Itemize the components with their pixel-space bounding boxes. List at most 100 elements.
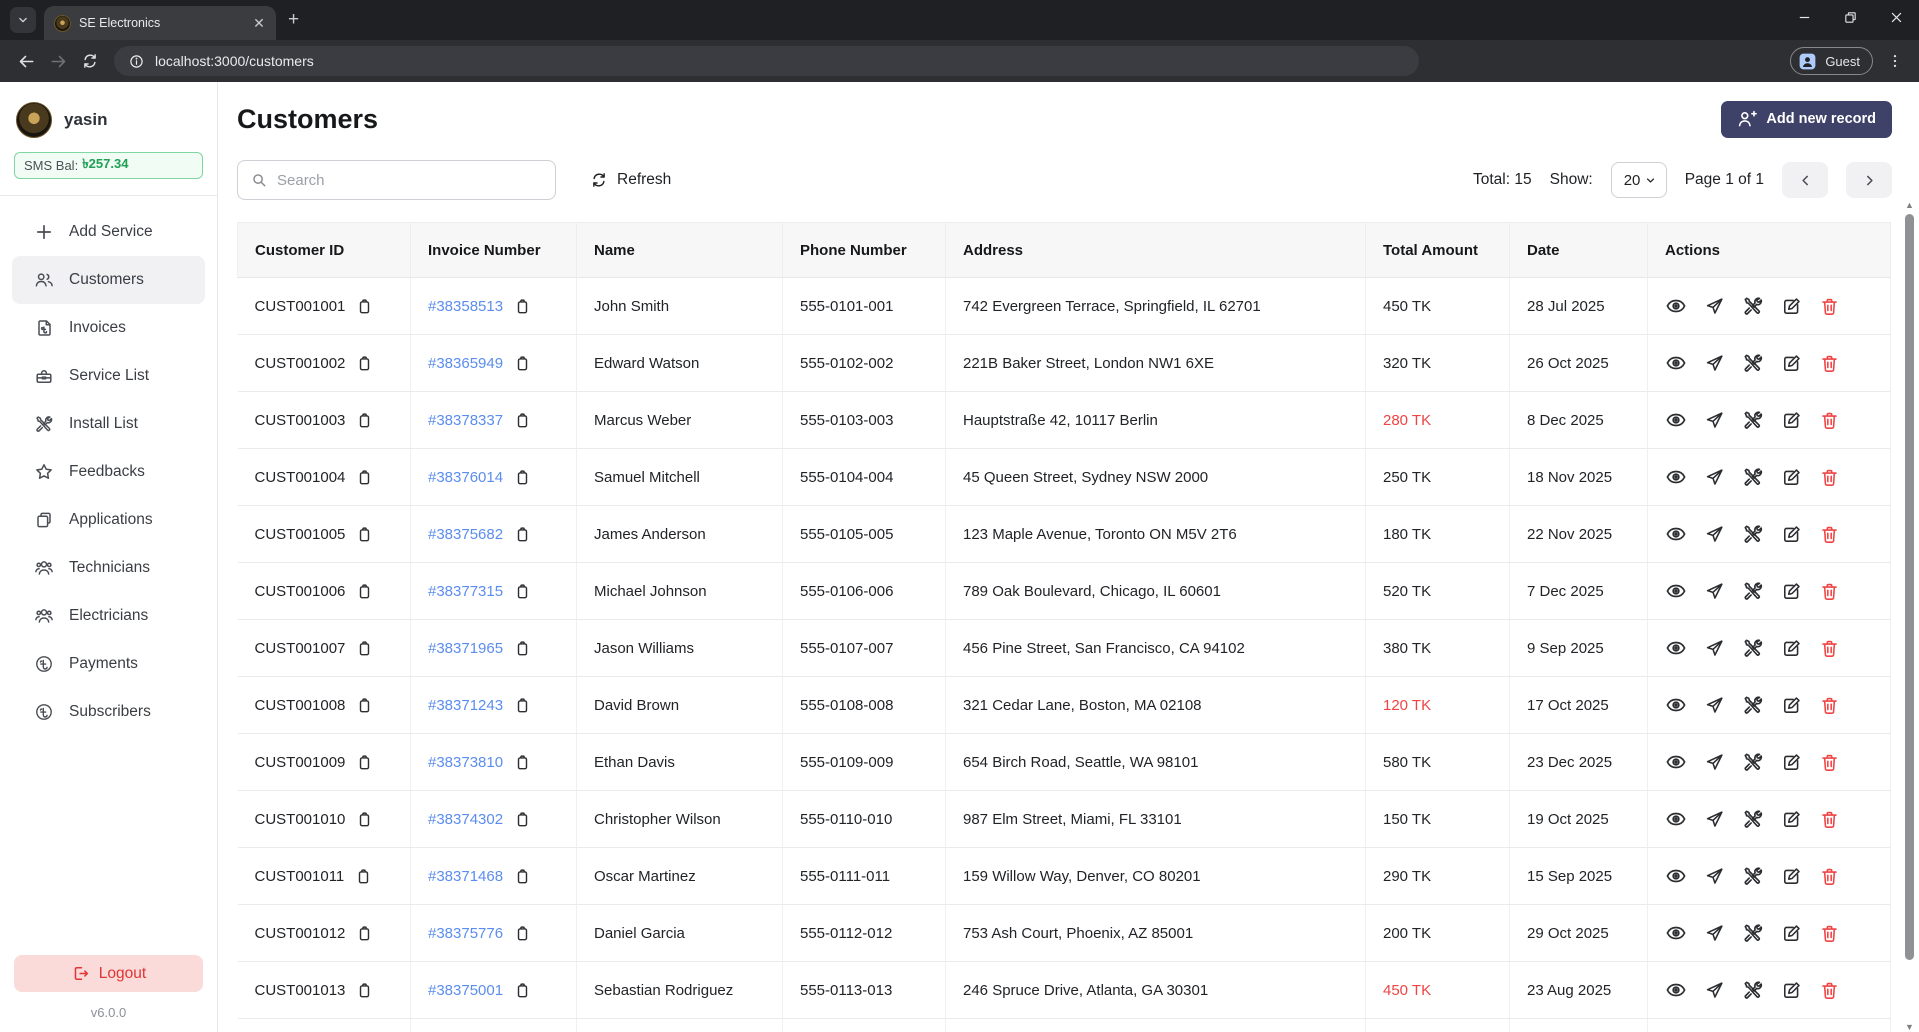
copy-icon[interactable]: [513, 981, 532, 1000]
copy-icon[interactable]: [513, 582, 532, 601]
copy-icon[interactable]: [513, 867, 532, 886]
scrollbar-thumb[interactable]: [1905, 214, 1914, 960]
send-button[interactable]: [1704, 353, 1725, 374]
browser-tab[interactable]: SE Electronics ✕: [44, 6, 276, 40]
invoice-link[interactable]: #38371468: [428, 867, 504, 885]
copy-icon[interactable]: [355, 582, 374, 601]
delete-button[interactable]: [1819, 809, 1840, 830]
sidebar-item-applications[interactable]: Applications: [12, 496, 205, 544]
sidebar-item-technicians[interactable]: Technicians: [12, 544, 205, 592]
view-button[interactable]: [1665, 352, 1687, 374]
edit-button[interactable]: [1781, 353, 1802, 374]
view-button[interactable]: [1665, 466, 1687, 488]
invoice-link[interactable]: #38378337: [428, 411, 504, 429]
send-button[interactable]: [1704, 467, 1725, 488]
page-scrollbar[interactable]: ▲ ▼: [1902, 200, 1917, 1032]
search-input[interactable]: [277, 171, 543, 189]
copy-icon[interactable]: [513, 354, 532, 373]
service-button[interactable]: [1742, 694, 1764, 716]
service-button[interactable]: [1742, 295, 1764, 317]
service-button[interactable]: [1742, 409, 1764, 431]
service-button[interactable]: [1742, 751, 1764, 773]
copy-icon[interactable]: [355, 924, 374, 943]
sidebar-item-electricians[interactable]: Electricians: [12, 592, 205, 640]
copy-icon[interactable]: [354, 867, 373, 886]
next-page-button[interactable]: [1846, 162, 1892, 198]
service-button[interactable]: [1742, 580, 1764, 602]
copy-icon[interactable]: [513, 696, 532, 715]
view-button[interactable]: [1665, 922, 1687, 944]
delete-button[interactable]: [1819, 923, 1840, 944]
scroll-down-icon[interactable]: ▼: [1905, 1022, 1914, 1032]
sidebar-item-subscribers[interactable]: Subscribers: [12, 688, 205, 736]
sidebar-item-feedbacks[interactable]: Feedbacks: [12, 448, 205, 496]
send-button[interactable]: [1704, 752, 1725, 773]
copy-icon[interactable]: [355, 297, 374, 316]
delete-button[interactable]: [1819, 638, 1840, 659]
copy-icon[interactable]: [513, 411, 532, 430]
copy-icon[interactable]: [513, 924, 532, 943]
delete-button[interactable]: [1819, 581, 1840, 602]
sidebar-item-customers[interactable]: Customers: [12, 256, 205, 304]
new-tab-button[interactable]: +: [288, 9, 300, 30]
copy-icon[interactable]: [355, 753, 374, 772]
delete-button[interactable]: [1819, 296, 1840, 317]
edit-button[interactable]: [1781, 980, 1802, 1001]
view-button[interactable]: [1665, 409, 1687, 431]
service-button[interactable]: [1742, 865, 1764, 887]
invoice-link[interactable]: #38375776: [428, 924, 504, 942]
edit-button[interactable]: [1781, 695, 1802, 716]
view-button[interactable]: [1665, 979, 1687, 1001]
copy-icon[interactable]: [355, 411, 374, 430]
copy-icon[interactable]: [513, 525, 532, 544]
send-button[interactable]: [1704, 638, 1725, 659]
copy-icon[interactable]: [355, 639, 374, 658]
service-button[interactable]: [1742, 979, 1764, 1001]
sidebar-item-add-service[interactable]: Add Service: [12, 208, 205, 256]
window-close-icon[interactable]: [1873, 0, 1919, 34]
invoice-link[interactable]: #38375682: [428, 525, 504, 543]
edit-button[interactable]: [1781, 581, 1802, 602]
site-info-icon[interactable]: [128, 53, 145, 70]
sidebar-item-service-list[interactable]: Service List: [12, 352, 205, 400]
delete-button[interactable]: [1819, 980, 1840, 1001]
delete-button[interactable]: [1819, 695, 1840, 716]
browser-menu-icon[interactable]: [1881, 47, 1909, 75]
tab-search-button[interactable]: [10, 7, 36, 33]
send-button[interactable]: [1704, 923, 1725, 944]
copy-icon[interactable]: [355, 468, 374, 487]
send-button[interactable]: [1704, 524, 1725, 545]
page-size-select[interactable]: 20: [1610, 162, 1667, 198]
window-restore-icon[interactable]: [1827, 0, 1873, 34]
logout-button[interactable]: Logout: [14, 955, 203, 992]
address-bar[interactable]: localhost:3000/customers: [114, 46, 1419, 76]
copy-icon[interactable]: [355, 981, 374, 1000]
copy-icon[interactable]: [355, 525, 374, 544]
tab-close-icon[interactable]: ✕: [253, 14, 265, 31]
browser-profile-button[interactable]: Guest: [1790, 47, 1873, 75]
send-button[interactable]: [1704, 866, 1725, 887]
delete-button[interactable]: [1819, 467, 1840, 488]
edit-button[interactable]: [1781, 410, 1802, 431]
send-button[interactable]: [1704, 809, 1725, 830]
service-button[interactable]: [1742, 352, 1764, 374]
copy-icon[interactable]: [513, 468, 532, 487]
invoice-link[interactable]: #38376014: [428, 468, 504, 486]
send-button[interactable]: [1704, 695, 1725, 716]
view-button[interactable]: [1665, 808, 1687, 830]
delete-button[interactable]: [1819, 866, 1840, 887]
scroll-up-icon[interactable]: ▲: [1905, 200, 1914, 210]
copy-icon[interactable]: [355, 810, 374, 829]
view-button[interactable]: [1665, 865, 1687, 887]
copy-icon[interactable]: [513, 639, 532, 658]
send-button[interactable]: [1704, 296, 1725, 317]
view-button[interactable]: [1665, 637, 1687, 659]
edit-button[interactable]: [1781, 923, 1802, 944]
sidebar-item-payments[interactable]: Payments: [12, 640, 205, 688]
service-button[interactable]: [1742, 637, 1764, 659]
service-button[interactable]: [1742, 922, 1764, 944]
copy-icon[interactable]: [513, 753, 532, 772]
invoice-link[interactable]: #38375001: [428, 981, 504, 999]
copy-icon[interactable]: [513, 297, 532, 316]
edit-button[interactable]: [1781, 752, 1802, 773]
